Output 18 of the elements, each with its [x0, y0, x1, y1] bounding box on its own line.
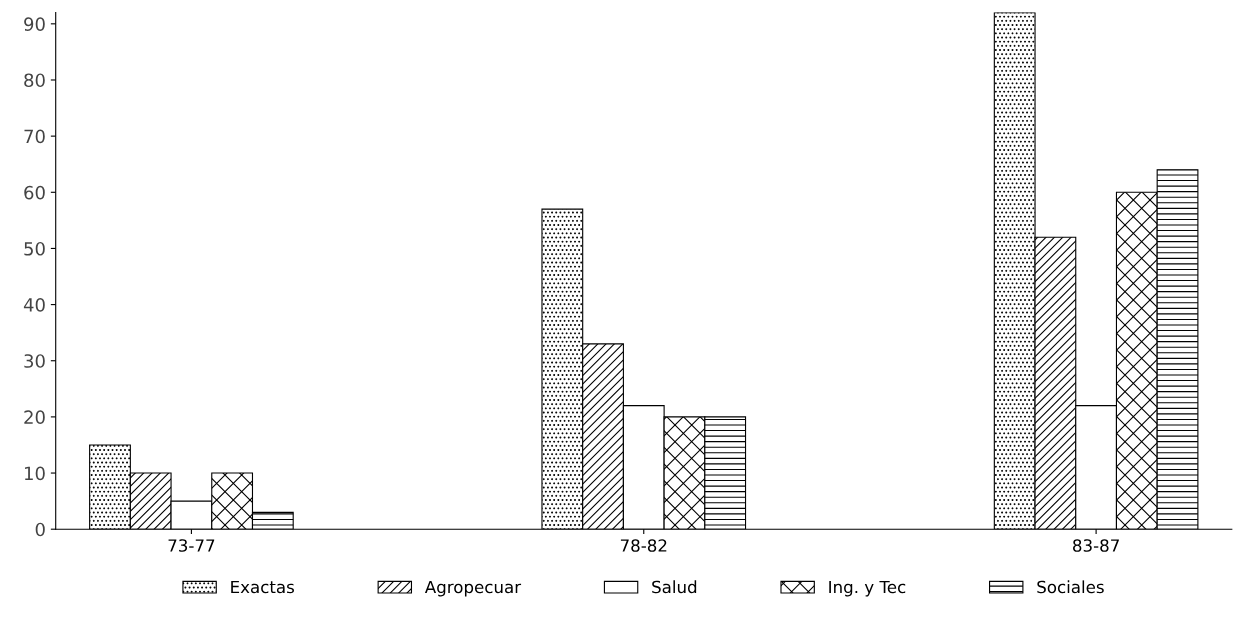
- x-tick-label: 83-87: [1073, 539, 1119, 552]
- y-tick-label: 40: [23, 298, 45, 312]
- y-tick-label: 30: [24, 354, 45, 368]
- y-tick-label: 80: [24, 73, 45, 88]
- legend-label: Salud: [652, 580, 697, 594]
- y-tick-label: 10: [25, 466, 45, 481]
- x-tick-label: 78-82: [620, 539, 667, 552]
- y-tick-label: 50: [24, 241, 45, 256]
- y-tick-label: 70: [24, 129, 45, 144]
- y-tick-label: 60: [24, 185, 45, 200]
- legend-label: Sociales: [1037, 580, 1104, 594]
- x-tick-label: 73-77: [168, 539, 215, 552]
- legend-label: Agropecuar: [424, 580, 522, 597]
- y-tick-label: 20: [24, 410, 45, 425]
- legend-label: Ing. y Tec: [829, 580, 906, 597]
- y-tick-label: 0: [35, 522, 45, 537]
- legend-label: Exactas: [231, 580, 294, 594]
- y-tick-label: 90: [24, 17, 45, 31]
